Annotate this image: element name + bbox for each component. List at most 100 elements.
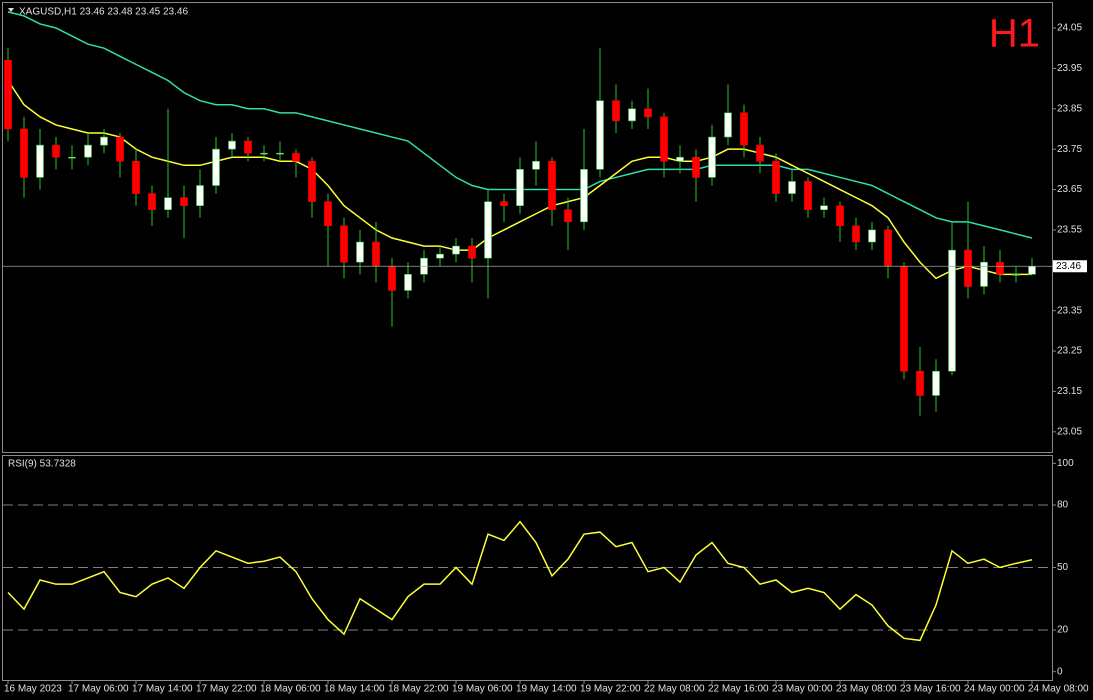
y-tick-label: 0 [1057, 666, 1063, 677]
candle-body [628, 108, 636, 122]
candle-body [1012, 274, 1020, 276]
candle-body [116, 136, 124, 162]
y-tick-label: 23.55 [1057, 225, 1082, 236]
candle-body [564, 209, 572, 223]
candle-body [340, 225, 348, 263]
rsi-title: RSI(9) 53.7328 [8, 459, 76, 470]
rsi-line [7, 520, 1033, 642]
collapse-icon[interactable] [8, 8, 14, 12]
x-tick-label: 16 May 2023 [4, 684, 62, 695]
y-tick-label: 23.65 [1057, 184, 1082, 195]
candle-body [468, 245, 476, 259]
candle-body [436, 253, 444, 259]
candle-body [164, 197, 172, 211]
y-tick-label: 23.85 [1057, 103, 1082, 114]
candle-body [372, 241, 380, 267]
candle-body [388, 265, 396, 291]
candle-body [68, 156, 76, 159]
y-tick-label: 23.75 [1057, 144, 1082, 155]
candle-body [484, 201, 492, 259]
candle-body [596, 100, 604, 170]
candle-body [788, 181, 796, 194]
candle-body [84, 144, 92, 158]
candle-body [612, 100, 620, 122]
x-tick-label: 17 May 06:00 [68, 684, 129, 695]
candle-body [500, 201, 508, 206]
candle-body [644, 108, 652, 118]
timeframe-label: H1 [989, 12, 1040, 56]
candle-body [772, 160, 780, 194]
x-tick-label: 23 May 00:00 [772, 684, 833, 695]
candle-body [948, 249, 956, 372]
candle-body [4, 60, 12, 130]
candle-body [532, 160, 540, 170]
candle-body [692, 156, 700, 178]
candle-body [980, 261, 988, 287]
y-tick-label: 20 [1057, 625, 1069, 636]
candle-body [1028, 265, 1036, 275]
candle-body [836, 205, 844, 227]
candle-body [244, 140, 252, 154]
candle-body [868, 229, 876, 243]
candle-body [292, 152, 300, 162]
candle-body [708, 136, 716, 178]
candle-body [452, 245, 460, 255]
price-label: 23.46 [1056, 261, 1081, 272]
candle-body [964, 249, 972, 287]
candle-body [676, 156, 684, 162]
y-tick-label: 80 [1057, 500, 1069, 511]
candle-body [660, 116, 668, 162]
candle-body [548, 160, 556, 211]
x-tick-label: 22 May 08:00 [644, 684, 705, 695]
candle-body [212, 148, 220, 186]
candle-body [884, 229, 892, 267]
candle-body [148, 193, 156, 211]
x-tick-label: 18 May 14:00 [324, 684, 385, 695]
candle-body [756, 144, 764, 162]
y-tick-label: 23.15 [1057, 386, 1082, 397]
y-tick-label: 23.95 [1057, 63, 1082, 74]
candle-body [100, 136, 108, 146]
candle-body [308, 160, 316, 202]
x-tick-label: 23 May 16:00 [900, 684, 961, 695]
x-tick-label: 18 May 22:00 [388, 684, 449, 695]
candle-body [404, 274, 412, 291]
moving-average [7, 80, 1032, 280]
candle-body [580, 169, 588, 223]
x-tick-label: 24 May 08:00 [1028, 684, 1089, 695]
x-tick-label: 19 May 14:00 [516, 684, 577, 695]
candle-body [228, 140, 236, 150]
candle-body [260, 152, 268, 155]
candle-body [916, 370, 924, 396]
y-tick-label: 50 [1057, 562, 1069, 573]
candle-body [276, 152, 284, 155]
x-tick-label: 19 May 22:00 [580, 684, 641, 695]
candle-body [996, 261, 1004, 275]
candle-body [52, 144, 60, 158]
y-tick-label: 23.35 [1057, 305, 1082, 316]
candle-body [196, 185, 204, 206]
candle-body [180, 197, 188, 206]
x-tick-label: 17 May 14:00 [132, 684, 193, 695]
x-tick-label: 23 May 08:00 [836, 684, 897, 695]
x-tick-label: 18 May 06:00 [260, 684, 321, 695]
x-tick-label: 17 May 22:00 [196, 684, 257, 695]
candle-body [132, 160, 140, 194]
chart-title: XAGUSD,H1 23.46 23.48 23.45 23.46 [19, 7, 188, 18]
candle-body [516, 169, 524, 206]
candle-body [804, 181, 812, 211]
price-label-box [1053, 260, 1087, 273]
candle-body [36, 144, 44, 178]
y-tick-label: 23.25 [1057, 346, 1082, 357]
y-tick-label: 23.05 [1057, 426, 1082, 437]
x-tick-label: 24 May 00:00 [964, 684, 1025, 695]
candle-body [900, 265, 908, 372]
x-tick-label: 19 May 06:00 [452, 684, 513, 695]
candle-body [356, 241, 364, 263]
candle-body [932, 370, 940, 396]
candle-body [740, 112, 748, 146]
candle-body [852, 225, 860, 243]
candle-body [20, 128, 28, 178]
